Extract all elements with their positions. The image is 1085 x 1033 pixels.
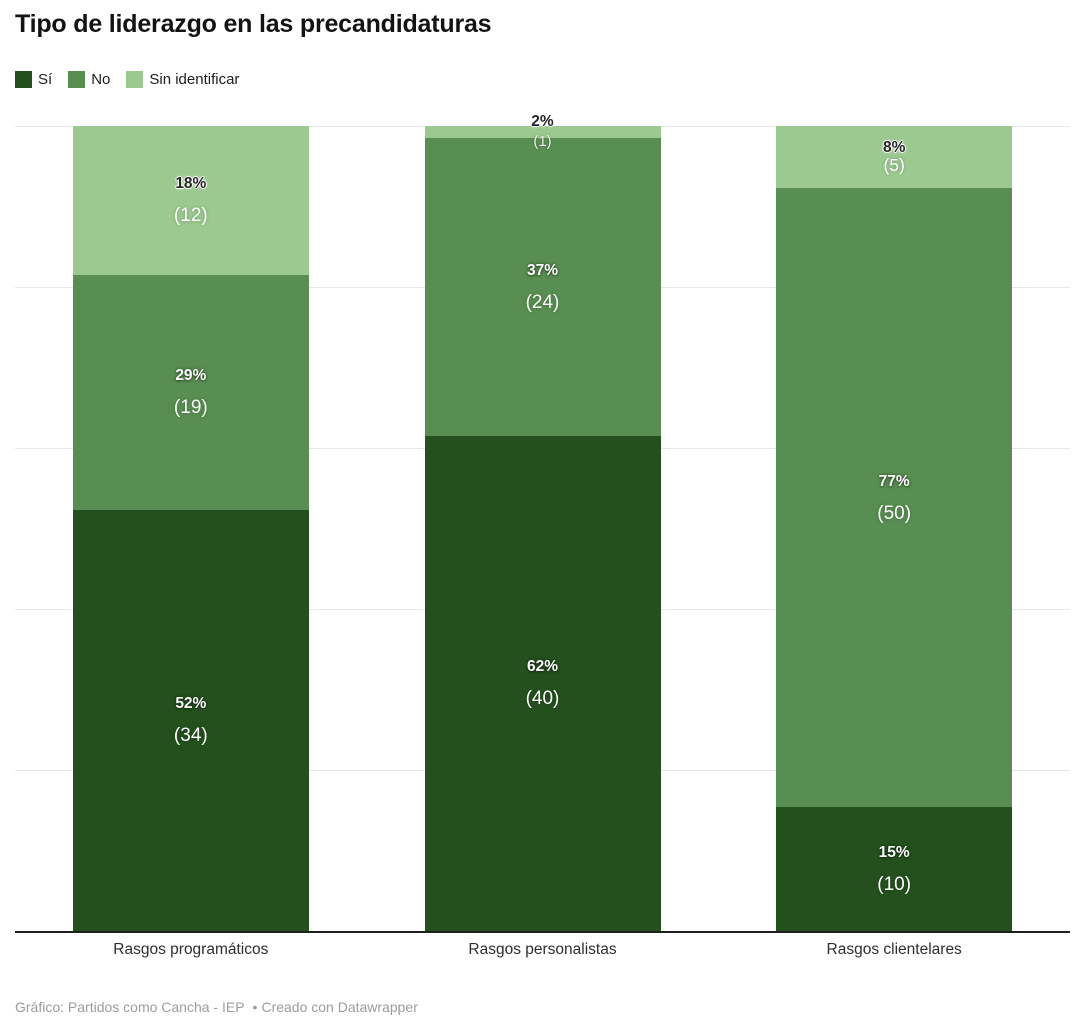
source-text: Gráfico: Partidos como Cancha - IEP bbox=[15, 999, 245, 1015]
count-label: (5) bbox=[883, 155, 905, 176]
percent-label: 52% bbox=[175, 695, 207, 713]
percent-label: 2% bbox=[531, 113, 554, 131]
stacked-bar-rasgos-programaticos: 52% (34) 29% (19) 18% (12) bbox=[72, 126, 309, 931]
segment-label: 77% (50) bbox=[776, 472, 1012, 524]
count-label: (50) bbox=[877, 502, 912, 524]
segment-label: 15% (10) bbox=[776, 843, 1012, 895]
percent-label: 29% bbox=[175, 367, 207, 385]
segment-label: 62% (40) bbox=[425, 657, 661, 709]
legend-label: Sí bbox=[38, 71, 53, 88]
datawrapper-credit-link[interactable]: Creado con Datawrapper bbox=[261, 999, 418, 1015]
legend-item-sin-identificar: Sin identificar bbox=[126, 71, 239, 88]
x-axis-labels: Rasgos programáticos Rasgos personalistas… bbox=[15, 941, 1070, 959]
count-label: (24) bbox=[525, 292, 560, 313]
x-axis-label-rasgos-personalistas: Rasgos personalistas bbox=[468, 941, 617, 958]
count-label: (19) bbox=[173, 397, 208, 419]
percent-label: 8% bbox=[882, 139, 906, 157]
legend-swatch-icon bbox=[126, 71, 144, 88]
legend-label: No bbox=[91, 71, 111, 88]
chart-title: Tipo de liderazgo en las precandidaturas bbox=[15, 10, 492, 38]
legend-item-si: Sí bbox=[15, 71, 52, 88]
legend-item-no: No bbox=[68, 71, 110, 88]
percent-label: 77% bbox=[878, 472, 910, 490]
stacked-bar-rasgos-clientelares: 15% (10) 77% (50) 8% (5) bbox=[776, 126, 1013, 931]
segment-si-rasgos-personalistas[interactable]: 62% (40) bbox=[424, 435, 661, 931]
footer-bullet: • bbox=[252, 999, 258, 1015]
percent-label: 37% bbox=[526, 262, 559, 279]
plot-area: 52% (34) 29% (19) 18% (12) 62% (40) 37% (24) 2% (1)… bbox=[15, 113, 1070, 933]
bar-slot-rasgos-clientelares: 15% (10) 77% (50) 8% (5) bbox=[718, 126, 1070, 931]
footer: Gráfico: Partidos como Cancha - IEP • Crea… bbox=[15, 999, 418, 1015]
count-label: (34) bbox=[173, 725, 208, 747]
segment-si-rasgos-programaticos[interactable]: 52% (34) bbox=[72, 509, 309, 931]
segment-label: 18% (12) bbox=[73, 174, 309, 226]
count-label: (40) bbox=[525, 688, 560, 710]
bar-slot-rasgos-personalistas: 62% (40) 37% (24) 2% (1) bbox=[367, 113, 719, 931]
count-label: (10) bbox=[877, 874, 912, 896]
segment-sin-identificar-rasgos-clientelares[interactable]: 8% (5) bbox=[776, 126, 1013, 188]
segment-no-rasgos-programaticos[interactable]: 29% (19) bbox=[72, 274, 309, 510]
count-label: (12) bbox=[173, 205, 208, 227]
bar-slot-rasgos-programaticos: 52% (34) 29% (19) 18% (12) bbox=[15, 126, 367, 931]
percent-label: 15% bbox=[878, 844, 910, 862]
segment-label: 52% (34) bbox=[73, 694, 309, 746]
segment-no-rasgos-personalistas[interactable]: 37% (24) bbox=[424, 138, 661, 436]
percent-label: 18% bbox=[175, 175, 207, 193]
legend-swatch-icon bbox=[15, 71, 32, 88]
segment-sin-identificar-rasgos-programaticos[interactable]: 18% (12) bbox=[72, 126, 309, 275]
legend-label: Sin identificar bbox=[149, 71, 240, 88]
segment-no-rasgos-clientelares[interactable]: 77% (50) bbox=[776, 188, 1013, 808]
x-axis-label-rasgos-clientelares: Rasgos clientelares bbox=[826, 941, 962, 958]
segment-label: 8% (5) bbox=[776, 140, 1012, 174]
percent-label: 62% bbox=[526, 658, 559, 676]
legend: Sí No Sin identificar bbox=[15, 71, 239, 88]
legend-swatch-icon bbox=[68, 71, 86, 88]
columns: 52% (34) 29% (19) 18% (12) 62% (40) 37% (24) 2% (1)… bbox=[15, 113, 1070, 931]
stacked-bar-rasgos-personalistas: 62% (40) 37% (24) 2% (1) bbox=[424, 113, 661, 931]
segment-label: 29% (19) bbox=[73, 366, 309, 418]
x-axis-label-rasgos-programaticos: Rasgos programáticos bbox=[113, 941, 269, 958]
segment-label: 37% (24) bbox=[425, 261, 661, 313]
segment-sin-identificar-rasgos-personalistas[interactable]: 2% (1) bbox=[424, 113, 661, 150]
segment-si-rasgos-clientelares[interactable]: 15% (10) bbox=[776, 807, 1013, 931]
